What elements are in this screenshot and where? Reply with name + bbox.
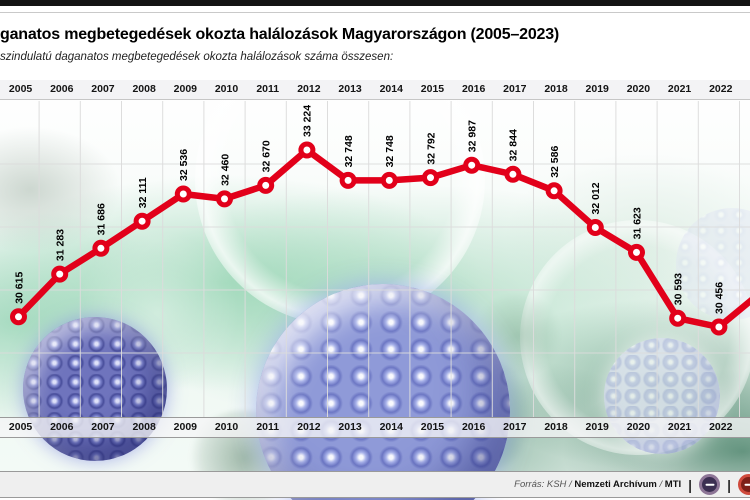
divider: | — [688, 476, 693, 493]
year-label: 2021 — [667, 421, 692, 433]
year-label: 2009 — [173, 421, 198, 433]
red-press-badge-icon — [738, 474, 750, 495]
year-label: 2013 — [338, 83, 362, 95]
virus-cell-illustration — [23, 317, 167, 461]
year-label: 2020 — [626, 421, 651, 433]
year-label: 2017 — [503, 421, 527, 433]
year-axis-bottom: 2005 2006 2007 2008 2009 2010 2011 2012 2013 2014… — [0, 417, 750, 438]
year-label: 2020 — [626, 83, 651, 95]
year-label: 2008 — [132, 421, 156, 433]
year-label: 2013 — [338, 421, 362, 433]
year-label: 2012 — [297, 421, 321, 433]
cell-ring-decoration — [195, 35, 485, 325]
year-label: 2019 — [585, 83, 609, 95]
source-prefix: Forrás: KSH / — [514, 479, 575, 490]
year-label: 2008 — [132, 83, 156, 95]
year-label: 2005 — [8, 83, 33, 95]
year-label: 2014 — [379, 421, 403, 433]
purple-press-badge-icon — [699, 474, 721, 495]
year-label: 2015 — [420, 83, 445, 95]
source-mti: MTI — [664, 479, 682, 490]
year-label: 2022 — [709, 421, 733, 433]
year-label: 2019 — [585, 421, 609, 433]
background-artwork — [0, 35, 750, 500]
year-label: 2015 — [420, 421, 445, 433]
year-label: 2005 — [8, 421, 33, 433]
source-credit: Forrás: KSH / Nemzeti Archívum / MTI — [514, 479, 681, 490]
year-label: 2012 — [297, 83, 321, 95]
year-label: 2017 — [503, 83, 527, 95]
year-label: 2009 — [173, 83, 198, 95]
source-separator: / — [656, 479, 665, 490]
year-label: 2016 — [461, 421, 486, 433]
year-label: 2016 — [461, 83, 486, 95]
divider: | — [727, 476, 731, 493]
year-label: 2022 — [709, 83, 733, 95]
year-label: 2018 — [544, 421, 568, 433]
year-label: 2010 — [214, 83, 239, 95]
footer-bar: Forrás: KSH / Nemzeti Archívum / MTI | | — [0, 471, 750, 498]
header-rule — [0, 12, 750, 13]
badge-mark — [744, 483, 750, 486]
year-label: 2023 — [741, 80, 750, 99]
year-axis-top: 2005 2006 2007 2008 2009 2010 2011 2012 2013 2014… — [0, 80, 750, 100]
badge-mark — [705, 483, 715, 486]
year-label: 2021 — [667, 83, 692, 95]
page-title: ganatos megbetegedések okozta halálozáso… — [0, 26, 560, 43]
year-label: 2006 — [50, 83, 74, 95]
year-label: 2011 — [256, 421, 280, 433]
year-label: 2018 — [544, 83, 568, 95]
source-archive: Nemzeti Archívum — [574, 479, 657, 490]
top-border-bar — [0, 0, 750, 6]
year-label: 2006 — [50, 421, 74, 433]
year-label: 2011 — [256, 83, 280, 95]
year-label: 2023 — [741, 418, 750, 437]
year-label: 2010 — [214, 421, 239, 433]
year-label: 2007 — [91, 83, 115, 95]
year-label: 2014 — [379, 83, 403, 95]
year-label: 2007 — [91, 421, 115, 433]
page-subtitle: szindulatú daganatos megbetegedések okoz… — [0, 51, 394, 63]
